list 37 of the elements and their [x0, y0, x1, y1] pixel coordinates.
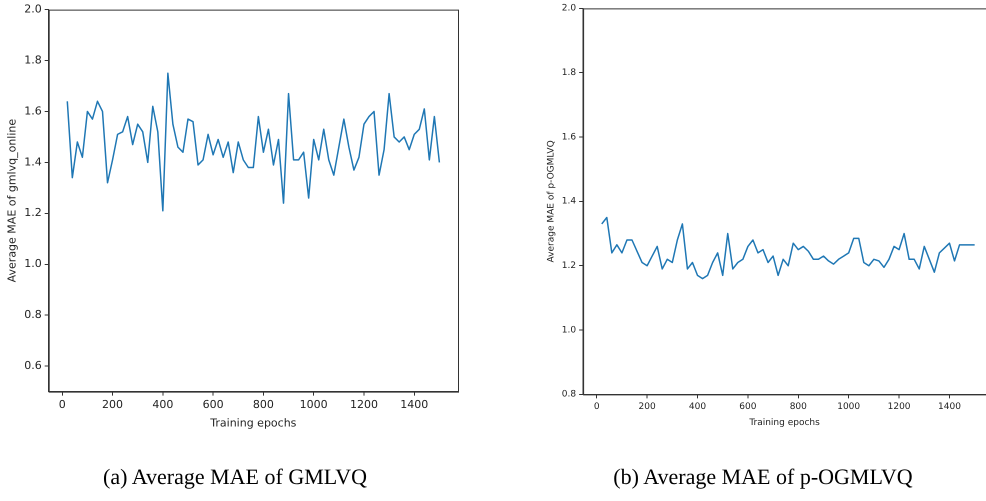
- y-tick-label: 0.6: [24, 358, 42, 372]
- y-tick-label: 0.8: [562, 390, 576, 400]
- x-tick-label: 1000: [300, 398, 328, 412]
- x-tick-label: 200: [638, 402, 656, 412]
- x-tick-label: 800: [790, 402, 808, 412]
- y-tick-label: 1.8: [24, 53, 42, 66]
- x-axis-title: Training epochs: [209, 416, 297, 430]
- y-axis-title: Average MAE of p-OGMLVQ: [546, 140, 557, 262]
- x-tick-label: 1400: [400, 398, 428, 412]
- x-tick-label: 1200: [888, 402, 911, 412]
- x-tick-label: 600: [202, 398, 224, 412]
- x-tick-label: 1000: [837, 402, 860, 412]
- y-tick-label: 1.4: [24, 155, 42, 168]
- y-axis-title: Average MAE of gmlvq_online: [5, 118, 18, 282]
- x-tick-label: 1400: [938, 402, 962, 412]
- x-tick-label: 400: [688, 402, 706, 412]
- x-axis-title: Training epochs: [748, 418, 820, 428]
- text: (a) Average MAE of GMLVQ: [102, 464, 368, 490]
- y-tick-label: 0.8: [24, 308, 42, 322]
- x-tick-label: 600: [739, 402, 757, 412]
- y-tick-label: 1.0: [562, 325, 576, 336]
- x-tick-label: 200: [102, 398, 124, 412]
- y-tick-label: 1.8: [562, 68, 576, 78]
- y-tick-label: 1.0: [24, 257, 42, 270]
- x-tick-label: 800: [252, 398, 274, 412]
- y-tick-label: 2.0: [24, 2, 42, 16]
- x-tick-label: 0: [58, 398, 66, 412]
- y-tick-label: 1.6: [24, 104, 42, 118]
- y-tick-label: 2.0: [562, 4, 576, 14]
- y-tick-label: 1.2: [562, 261, 576, 272]
- x-tick-label: 400: [152, 398, 174, 412]
- y-tick-label: 1.6: [562, 132, 576, 142]
- y-tick-label: 1.2: [24, 206, 42, 220]
- x-tick-label: 0: [594, 402, 600, 412]
- x-tick-label: 1200: [350, 398, 378, 412]
- text: (b) Average MAE of p-OGMLVQ: [612, 464, 914, 490]
- y-tick-label: 1.4: [562, 196, 576, 207]
